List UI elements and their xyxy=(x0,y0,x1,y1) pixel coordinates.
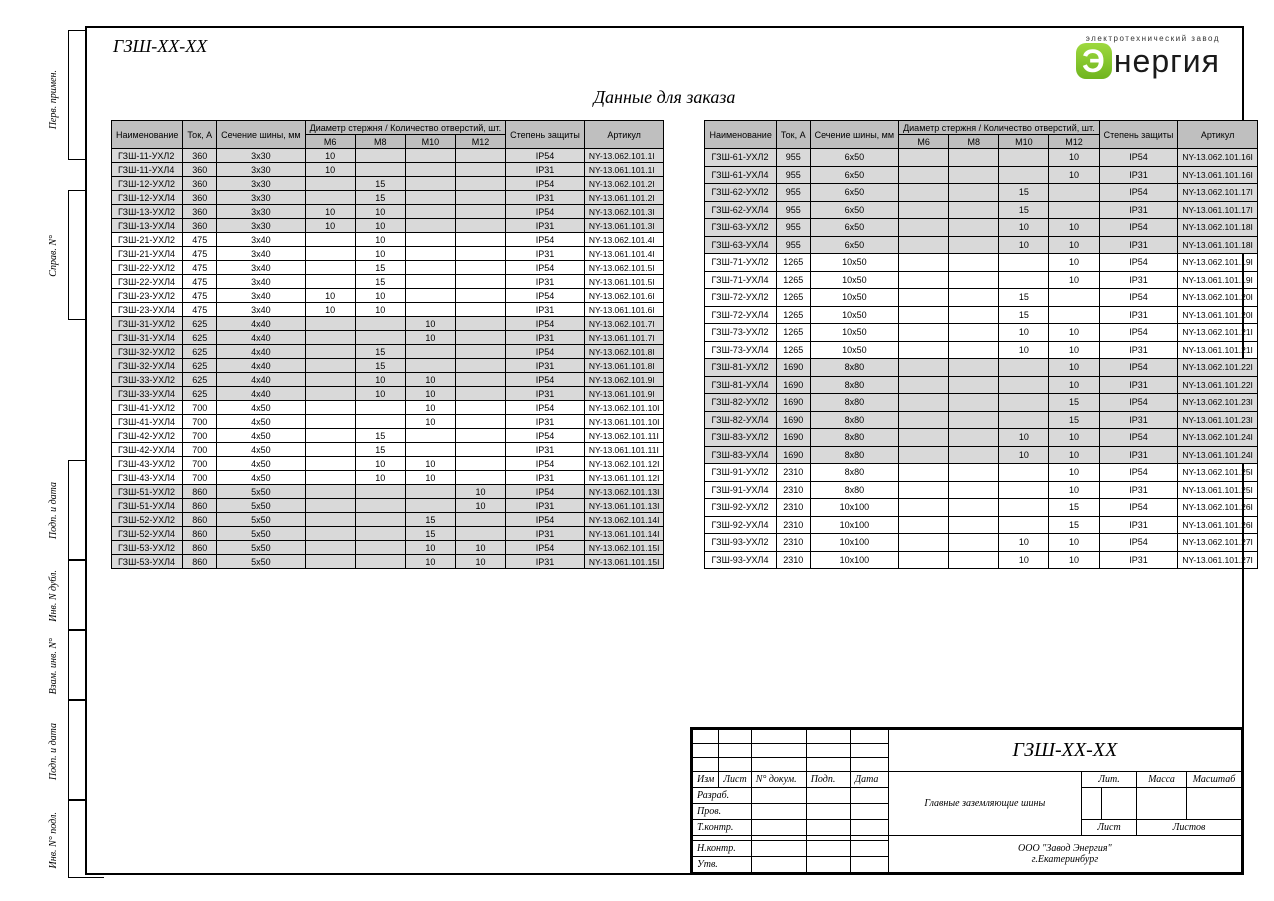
table-row: ГЗШ-33-УХЛ4 625 4х40 1010 IP31 NY-13.061… xyxy=(112,387,664,401)
table-row: ГЗШ-63-УХЛ2 955 6х50 1010 IP54 NY-13.062… xyxy=(705,219,1257,237)
label-perv: Перв. примен. xyxy=(48,70,59,129)
table-row: ГЗШ-51-УХЛ4 860 5х50 10 IP31 NY-13.061.1… xyxy=(112,499,664,513)
table-row: ГЗШ-41-УХЛ2 700 4х50 10 IP54 NY-13.062.1… xyxy=(112,401,664,415)
table-row: ГЗШ-53-УХЛ2 860 5х50 1010 IP54 NY-13.062… xyxy=(112,541,664,555)
table-row: ГЗШ-82-УХЛ4 1690 8х80 15 IP31 NY-13.061.… xyxy=(705,411,1257,429)
table-row: ГЗШ-81-УХЛ4 1690 8х80 10 IP31 NY-13.061.… xyxy=(705,376,1257,394)
tb-izm: Изм xyxy=(693,772,719,788)
table-row: ГЗШ-43-УХЛ2 700 4х50 1010 IP54 NY-13.062… xyxy=(112,457,664,471)
table-row: ГЗШ-12-УХЛ2 360 3х30 15 IP54 NY-13.062.1… xyxy=(112,177,664,191)
tb-company: ООО "Завод Энергия" xyxy=(893,843,1237,854)
table-row: ГЗШ-62-УХЛ2 955 6х50 15 IP54 NY-13.062.1… xyxy=(705,184,1257,202)
table-row: ГЗШ-42-УХЛ4 700 4х50 15 IP31 NY-13.061.1… xyxy=(112,443,664,457)
order-table-left: Наименование Ток, А Сечение шины, мм Диа… xyxy=(111,120,664,569)
tb-massa: Масса xyxy=(1137,772,1187,788)
table-row: ГЗШ-71-УХЛ4 1265 10х50 10 IP31 NY-13.061… xyxy=(705,271,1257,289)
table-row: ГЗШ-33-УХЛ2 625 4х40 1010 IP54 NY-13.062… xyxy=(112,373,664,387)
label-sprav: Справ. N° xyxy=(48,235,59,277)
label-podp2: Подп. и дата xyxy=(48,723,59,780)
tb-utv: Утв. xyxy=(693,857,752,873)
tb-podp: Подп. xyxy=(806,772,850,788)
table-row: ГЗШ-23-УХЛ2 475 3х40 1010 IP54 NY-13.062… xyxy=(112,289,664,303)
table-row: ГЗШ-91-УХЛ2 2310 8х80 10 IP54 NY-13.062.… xyxy=(705,464,1257,482)
table-row: ГЗШ-71-УХЛ2 1265 10х50 10 IP54 NY-13.062… xyxy=(705,254,1257,272)
label-vzam: Взам. инв. N° xyxy=(48,638,59,694)
table-row: ГЗШ-92-УХЛ4 2310 10х100 15 IP31 NY-13.06… xyxy=(705,516,1257,534)
tb-list2: Лист xyxy=(1082,820,1137,836)
table-row: ГЗШ-22-УХЛ2 475 3х40 15 IP54 NY-13.062.1… xyxy=(112,261,664,275)
table-row: ГЗШ-42-УХЛ2 700 4х50 15 IP54 NY-13.062.1… xyxy=(112,429,664,443)
table-row: ГЗШ-52-УХЛ4 860 5х50 15 IP31 NY-13.061.1… xyxy=(112,527,664,541)
tb-prov: Пров. xyxy=(693,804,752,820)
table-row: ГЗШ-21-УХЛ4 475 3х40 10 IP31 NY-13.061.1… xyxy=(112,247,664,261)
tb-nkontr: Н.контр. xyxy=(693,841,752,857)
label-invdubl: Инв. N дубл. xyxy=(48,570,59,622)
tb-data: Дата xyxy=(850,772,888,788)
table-row: ГЗШ-12-УХЛ4 360 3х30 15 IP31 NY-13.061.1… xyxy=(112,191,664,205)
table-row: ГЗШ-23-УХЛ4 475 3х40 1010 IP31 NY-13.061… xyxy=(112,303,664,317)
drawing-number: ГЗШ-XX-XX xyxy=(87,28,1242,57)
logo-text: нергия xyxy=(1114,45,1220,77)
label-invpodl: Инв. N° подл. xyxy=(48,812,59,868)
tb-list: Лист xyxy=(719,772,751,788)
table-row: ГЗШ-21-УХЛ2 475 3х40 10 IP54 NY-13.062.1… xyxy=(112,233,664,247)
table-row: ГЗШ-43-УХЛ4 700 4х50 1010 IP31 NY-13.061… xyxy=(112,471,664,485)
page-title: Данные для заказа xyxy=(87,87,1242,108)
table-row: ГЗШ-41-УХЛ4 700 4х50 10 IP31 NY-13.061.1… xyxy=(112,415,664,429)
table-row: ГЗШ-61-УХЛ4 955 6х50 10 IP31 NY-13.061.1… xyxy=(705,166,1257,184)
label-podp1: Подп. и дата xyxy=(48,482,59,539)
table-row: ГЗШ-93-УХЛ4 2310 10х100 1010 IP31 NY-13.… xyxy=(705,551,1257,569)
tb-tkontr: Т.контр. xyxy=(693,820,752,836)
table-row: ГЗШ-31-УХЛ4 625 4х40 10 IP31 NY-13.061.1… xyxy=(112,331,664,345)
table-row: ГЗШ-81-УХЛ2 1690 8х80 10 IP54 NY-13.062.… xyxy=(705,359,1257,377)
table-row: ГЗШ-82-УХЛ2 1690 8х80 15 IP54 NY-13.062.… xyxy=(705,394,1257,412)
tb-mash: Масштаб xyxy=(1187,772,1242,788)
table-row: ГЗШ-92-УХЛ2 2310 10х100 15 IP54 NY-13.06… xyxy=(705,499,1257,517)
order-table-right: Наименование Ток, А Сечение шины, мм Диа… xyxy=(704,120,1257,569)
table-row: ГЗШ-22-УХЛ4 475 3х40 15 IP31 NY-13.061.1… xyxy=(112,275,664,289)
binding-margin: Перв. примен. Справ. N° Подп. и дата Инв… xyxy=(20,30,75,871)
tb-listov: Листов xyxy=(1137,820,1242,836)
tb-desc: Главные заземляющие шины xyxy=(888,772,1081,836)
logo-tagline: электротехнический завод xyxy=(1076,34,1220,43)
table-row: ГЗШ-13-УХЛ4 360 3х30 1010 IP31 NY-13.061… xyxy=(112,219,664,233)
table-row: ГЗШ-91-УХЛ4 2310 8х80 10 IP31 NY-13.061.… xyxy=(705,481,1257,499)
logo-e-icon: Э xyxy=(1076,43,1112,79)
table-row: ГЗШ-83-УХЛ4 1690 8х80 1010 IP31 NY-13.06… xyxy=(705,446,1257,464)
table-row: ГЗШ-63-УХЛ4 955 6х50 1010 IP31 NY-13.061… xyxy=(705,236,1257,254)
table-row: ГЗШ-53-УХЛ4 860 5х50 1010 IP31 NY-13.061… xyxy=(112,555,664,569)
tb-ndok: N° докум. xyxy=(751,772,806,788)
table-row: ГЗШ-11-УХЛ4 360 3х30 10 IP31 NY-13.061.1… xyxy=(112,163,664,177)
table-row: ГЗШ-11-УХЛ2 360 3х30 10 IP54 NY-13.062.1… xyxy=(112,149,664,163)
table-row: ГЗШ-61-УХЛ2 955 6х50 10 IP54 NY-13.062.1… xyxy=(705,149,1257,167)
table-row: ГЗШ-52-УХЛ2 860 5х50 15 IP54 NY-13.062.1… xyxy=(112,513,664,527)
tb-city: г.Екатеринбург xyxy=(893,854,1237,865)
table-row: ГЗШ-72-УХЛ2 1265 10х50 15 IP54 NY-13.062… xyxy=(705,289,1257,307)
table-row: ГЗШ-62-УХЛ4 955 6х50 15 IP31 NY-13.061.1… xyxy=(705,201,1257,219)
table-row: ГЗШ-73-УХЛ2 1265 10х50 1010 IP54 NY-13.0… xyxy=(705,324,1257,342)
tb-designation: ГЗШ-XX-XX xyxy=(888,730,1241,772)
table-row: ГЗШ-32-УХЛ2 625 4х40 15 IP54 NY-13.062.1… xyxy=(112,345,664,359)
title-block: ГЗШ-XX-XX Изм Лист N° докум. Подп. Дата … xyxy=(690,727,1242,873)
tb-lit: Лит. xyxy=(1082,772,1137,788)
tb-razrab: Разраб. xyxy=(693,788,752,804)
logo: электротехнический завод Э нергия xyxy=(1076,34,1220,79)
table-row: ГЗШ-31-УХЛ2 625 4х40 10 IP54 NY-13.062.1… xyxy=(112,317,664,331)
table-row: ГЗШ-32-УХЛ4 625 4х40 15 IP31 NY-13.061.1… xyxy=(112,359,664,373)
table-row: ГЗШ-93-УХЛ2 2310 10х100 1010 IP54 NY-13.… xyxy=(705,534,1257,552)
drawing-frame: ГЗШ-XX-XX электротехнический завод Э нер… xyxy=(85,26,1244,875)
table-row: ГЗШ-83-УХЛ2 1690 8х80 1010 IP54 NY-13.06… xyxy=(705,429,1257,447)
table-row: ГЗШ-73-УХЛ4 1265 10х50 1010 IP31 NY-13.0… xyxy=(705,341,1257,359)
table-row: ГЗШ-72-УХЛ4 1265 10х50 15 IP31 NY-13.061… xyxy=(705,306,1257,324)
table-row: ГЗШ-13-УХЛ2 360 3х30 1010 IP54 NY-13.062… xyxy=(112,205,664,219)
table-row: ГЗШ-51-УХЛ2 860 5х50 10 IP54 NY-13.062.1… xyxy=(112,485,664,499)
